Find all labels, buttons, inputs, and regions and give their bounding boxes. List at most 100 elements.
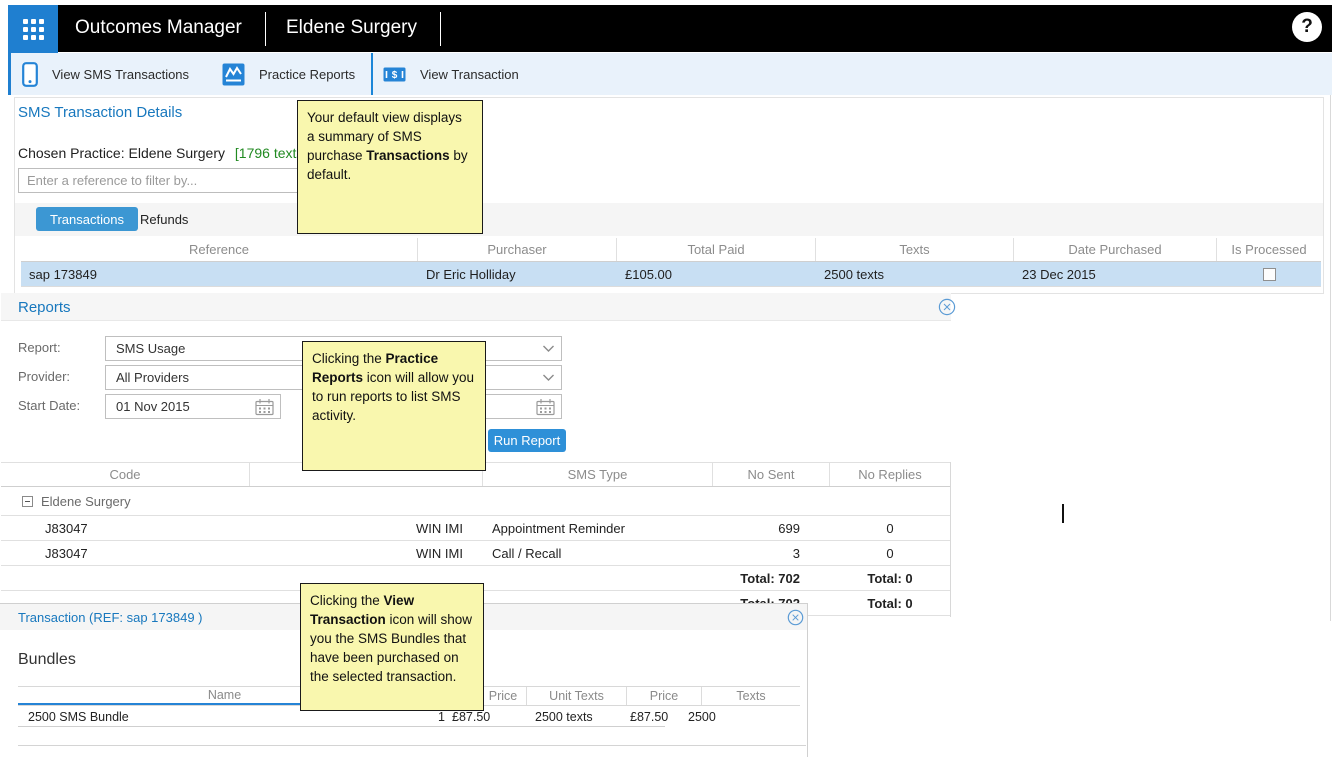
column-header: No Replies <box>830 463 950 486</box>
app-grid-button[interactable] <box>8 5 58 53</box>
app-grid-icon <box>23 19 44 40</box>
start-date-value <box>106 399 280 414</box>
cell-sms-type: Appointment Reminder <box>483 516 713 540</box>
bundles-table-bottom-border <box>18 745 806 746</box>
chosen-practice-label: Chosen Practice: Eldene Surgery <box>18 145 225 161</box>
group-label: Eldene Surgery <box>41 494 131 509</box>
cell-total-paid: £105.00 <box>617 262 816 286</box>
cell-date-purchased: 23 Dec 2015 <box>1014 262 1217 286</box>
chevron-down-icon <box>542 345 555 353</box>
start-date-field[interactable] <box>105 394 281 419</box>
note-text-bold: Transactions <box>366 148 449 163</box>
transaction-title: Transaction (REF: sap 173849 ) <box>18 610 203 625</box>
cell-code: J83047 <box>1 541 250 565</box>
tab-transactions[interactable]: Transactions <box>36 207 138 231</box>
phone-icon <box>22 62 38 87</box>
column-header: Texts <box>816 238 1014 261</box>
sms-details-title: SMS Transaction Details <box>18 104 182 121</box>
column-header: No Sent <box>713 463 830 486</box>
practice-title: Eldene Surgery <box>286 17 417 39</box>
tab-refunds[interactable]: Refunds <box>126 207 202 231</box>
top-header-bar <box>58 5 1332 52</box>
svg-text:$: $ <box>392 70 398 81</box>
report-label: Report: <box>18 340 61 355</box>
money-icon: $ <box>383 67 406 82</box>
header-divider <box>440 12 441 46</box>
chart-icon <box>222 63 245 86</box>
column-header: Price <box>627 687 702 705</box>
header-divider <box>265 12 266 46</box>
table-row[interactable]: J83047 WIN IMI Call / Recall 3 0 <box>1 541 951 566</box>
window-right-border <box>1330 53 1331 621</box>
close-icon <box>938 298 956 316</box>
column-header: Total Paid <box>617 238 816 261</box>
transactions-table: Reference Purchaser Total Paid Texts Dat… <box>21 238 1321 287</box>
column-header: Price <box>480 687 527 705</box>
bundles-heading: Bundles <box>18 651 76 669</box>
toolbar-item-view-sms-transactions[interactable]: View SMS Transactions <box>22 53 189 95</box>
toolbar-divider <box>371 53 373 95</box>
transaction-close-button[interactable] <box>787 609 804 626</box>
table-row[interactable]: J83047 WIN IMI Appointment Reminder 699 … <box>1 516 951 541</box>
cell-no-sent: 699 <box>713 516 830 540</box>
cell-no-replies: 0 <box>830 541 950 565</box>
column-header: Date Purchased <box>1014 238 1217 261</box>
note-text: Clicking the <box>310 593 384 608</box>
column-header: Is Processed <box>1217 238 1321 261</box>
reports-title: Reports <box>18 299 71 316</box>
note-text: Clicking the <box>312 351 386 366</box>
group-row-eldene-surgery[interactable]: Eldene Surgery <box>1 487 951 516</box>
cell-no-sent: 3 <box>713 541 830 565</box>
toolbar-item-view-transaction[interactable]: $ View Transaction <box>383 53 519 95</box>
chevron-down-icon <box>542 374 555 382</box>
reports-table-right-border <box>950 462 951 617</box>
column-header: Purchaser <box>418 238 617 261</box>
column-header: Reference <box>21 238 418 261</box>
text-cursor <box>1062 504 1064 523</box>
cell-no-replies: 0 <box>830 516 950 540</box>
column-header: Texts <box>702 687 800 705</box>
column-header: Code <box>1 463 250 486</box>
toolbar-item-practice-reports[interactable]: Practice Reports <box>222 53 355 95</box>
bundle-row-underline <box>18 726 665 727</box>
transactions-table-header: Reference Purchaser Total Paid Texts Dat… <box>21 238 1321 262</box>
collapse-icon[interactable] <box>22 496 33 507</box>
cell-provider: WIN IMI <box>250 516 483 540</box>
column-header: Unit Texts <box>527 687 627 705</box>
reports-panel-header <box>1 293 951 321</box>
toolbar-item-label: View Transaction <box>420 67 519 82</box>
help-button[interactable]: ? <box>1292 12 1322 42</box>
calendar-icon[interactable] <box>255 398 274 415</box>
cell-texts-total: 2500 <box>688 710 716 724</box>
cell-price-unit: £87.50 <box>452 710 490 724</box>
toolbar-left-accent <box>8 53 11 95</box>
toolbar <box>8 53 1332 95</box>
start-date-label: Start Date: <box>18 398 80 413</box>
chosen-practice-text: Chosen Practice: Eldene Surgery [1796 te… <box>18 145 320 161</box>
calendar-icon[interactable] <box>536 398 555 415</box>
cell-bundle-name: 2500 SMS Bundle <box>28 710 129 724</box>
cell-texts: 2500 texts <box>816 262 1014 286</box>
app-window: Outcomes Manager Eldene Surgery ? View S… <box>0 0 1338 757</box>
cell-code: J83047 <box>1 516 250 540</box>
sticky-note-transactions: Your default view displays a summary of … <box>297 100 483 234</box>
cell-unit-texts: 2500 texts <box>535 710 593 724</box>
provider-label: Provider: <box>18 369 70 384</box>
close-icon <box>787 609 804 626</box>
reports-close-button[interactable] <box>938 298 956 316</box>
run-report-button[interactable]: Run Report <box>488 429 566 452</box>
toolbar-item-label: View SMS Transactions <box>52 67 189 82</box>
cell-sms-type: Call / Recall <box>483 541 713 565</box>
is-processed-checkbox[interactable] <box>1263 268 1276 281</box>
table-row[interactable]: sap 173849 Dr Eric Holliday £105.00 2500… <box>21 262 1321 287</box>
cell-is-processed <box>1217 262 1321 286</box>
column-header: SMS Type <box>483 463 713 486</box>
app-title: Outcomes Manager <box>75 17 242 39</box>
transactions-tabs-strip <box>15 203 1323 236</box>
toolbar-item-label: Practice Reports <box>259 67 355 82</box>
total-no-replies: Total: 0 <box>830 566 950 590</box>
total-no-sent: Total: 702 <box>713 566 830 590</box>
cell-purchaser: Dr Eric Holliday <box>418 262 617 286</box>
cell-reference: sap 173849 <box>21 262 418 286</box>
grand-total-no-replies: Total: 0 <box>830 591 950 615</box>
